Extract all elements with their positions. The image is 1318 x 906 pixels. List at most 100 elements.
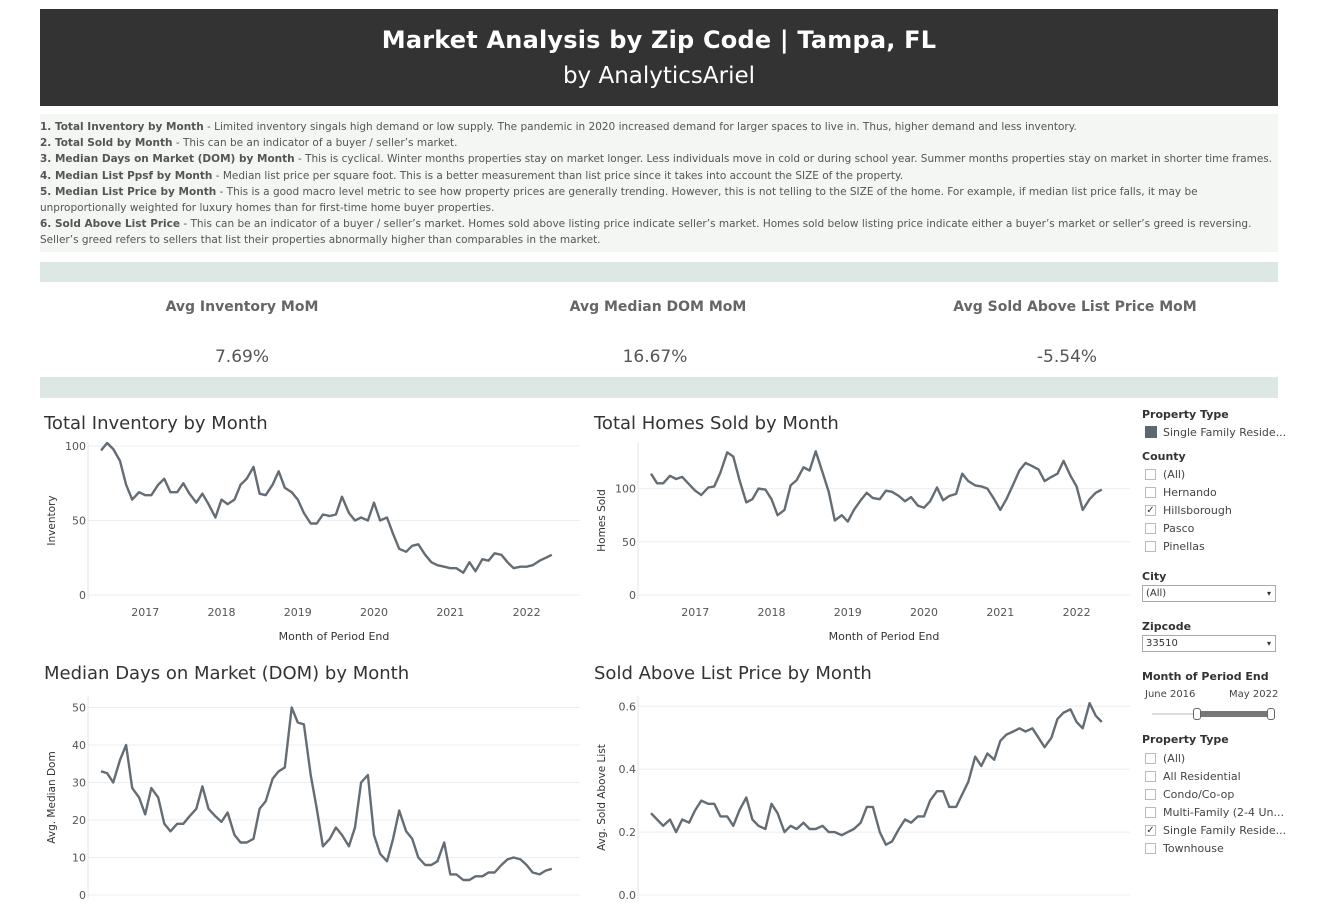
data-point[interactable] [416,542,420,546]
data-point[interactable] [277,769,281,773]
data-point[interactable] [973,483,977,487]
data-point[interactable] [226,811,230,815]
data-point[interactable] [783,508,787,512]
data-point[interactable] [264,493,268,497]
data-point[interactable] [143,812,147,816]
data-point[interactable] [808,469,812,473]
data-point[interactable] [1004,733,1008,737]
data-point[interactable] [194,807,198,811]
data-point[interactable] [264,799,268,803]
data-point[interactable] [309,773,313,777]
county-checkbox-hillsborough[interactable]: ✓ [1145,505,1156,516]
data-point[interactable] [353,519,357,523]
data-point[interactable] [435,563,439,567]
data-point[interactable] [712,484,716,488]
data-point[interactable] [175,822,179,826]
data-point[interactable] [725,814,729,818]
period-slider-end-handle[interactable] [1267,708,1275,720]
ptype-option-single-family[interactable]: Single Family Reside... [1163,824,1287,837]
data-point[interactable] [750,497,754,501]
data-point[interactable] [207,502,211,506]
ptype-checkbox-all[interactable] [1145,753,1156,764]
data-point[interactable] [890,840,894,844]
city-select[interactable]: (All) ▾ [1142,585,1276,602]
data-point[interactable] [744,796,748,800]
data-point[interactable] [321,844,325,848]
data-point[interactable] [480,874,484,878]
data-point[interactable] [852,508,856,512]
data-point[interactable] [239,841,243,845]
data-point[interactable] [973,755,977,759]
data-point[interactable] [966,780,970,784]
data-point[interactable] [162,822,166,826]
data-point[interactable] [928,499,932,503]
data-point[interactable] [947,805,951,809]
data-point[interactable] [271,777,275,781]
period-slider-range[interactable] [1197,711,1271,717]
data-point[interactable] [840,513,844,517]
data-point[interactable] [878,497,882,501]
data-point[interactable] [725,450,729,454]
data-point[interactable] [903,818,907,822]
data-point[interactable] [220,820,224,824]
data-point[interactable] [1075,484,1079,488]
data-point[interactable] [149,493,153,497]
data-point[interactable] [668,818,672,822]
data-point[interactable] [674,830,678,834]
data-point[interactable] [789,483,793,487]
data-point[interactable] [258,807,262,811]
data-point[interactable] [706,802,710,806]
data-point[interactable] [808,827,812,831]
data-point[interactable] [435,859,439,863]
ptype-option-all-residential[interactable]: All Residential [1163,770,1241,783]
data-point[interactable] [149,786,153,790]
data-point[interactable] [499,863,503,867]
data-point[interactable] [1004,497,1008,501]
data-point[interactable] [519,565,523,569]
data-point[interactable] [429,863,433,867]
data-point[interactable] [538,559,542,563]
data-point[interactable] [105,771,109,775]
data-point[interactable] [118,459,122,463]
data-point[interactable] [302,722,306,726]
data-point[interactable] [821,824,825,828]
data-point[interactable] [448,872,452,876]
data-point[interactable] [1024,730,1028,734]
data-point[interactable] [315,522,319,526]
data-point[interactable] [941,498,945,502]
data-point[interactable] [1062,711,1066,715]
data-point[interactable] [181,822,185,826]
data-point[interactable] [897,827,901,831]
data-point[interactable] [712,802,716,806]
data-point[interactable] [1030,464,1034,468]
data-point[interactable] [802,465,806,469]
county-checkbox-pinellas[interactable] [1145,541,1156,552]
data-point[interactable] [124,483,128,487]
data-point[interactable] [674,477,678,481]
data-point[interactable] [1017,469,1021,473]
data-point[interactable] [859,821,863,825]
data-point[interactable] [347,844,351,848]
data-point[interactable] [865,805,869,809]
ptype-checkbox-single-family[interactable]: ✓ [1145,825,1156,836]
data-point[interactable] [821,471,825,475]
data-point[interactable] [328,514,332,518]
data-point[interactable] [410,544,414,548]
data-point[interactable] [750,818,754,822]
data-point[interactable] [992,497,996,501]
data-point[interactable] [213,516,217,520]
period-slider-start-handle[interactable] [1193,708,1201,720]
county-checkbox-pasco[interactable] [1145,523,1156,534]
data-point[interactable] [359,781,363,785]
data-point[interactable] [1049,736,1053,740]
data-point[interactable] [757,487,761,491]
data-point[interactable] [954,492,958,496]
data-point[interactable] [884,489,888,493]
data-point[interactable] [649,811,653,815]
ptype-checkbox-multi-family[interactable] [1145,807,1156,818]
data-point[interactable] [668,474,672,478]
data-point[interactable] [385,516,389,520]
data-point[interactable] [321,513,325,517]
data-point[interactable] [347,511,351,515]
data-point[interactable] [960,792,964,796]
